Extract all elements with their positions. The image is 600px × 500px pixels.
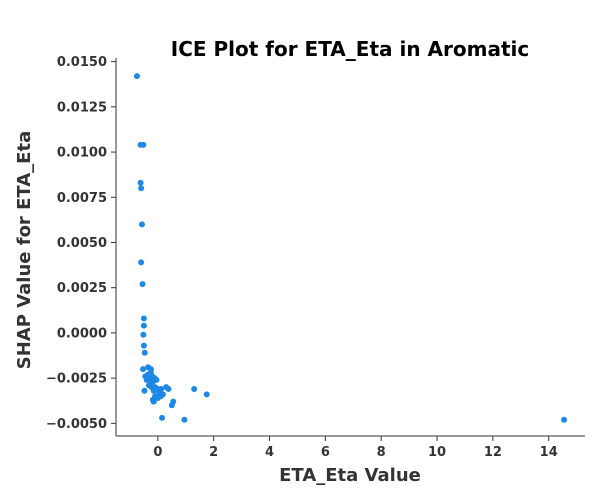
data-point	[141, 387, 148, 394]
data-point	[140, 322, 147, 329]
y-tick-label: −0.0025	[46, 372, 107, 387]
x-tick-label: 6	[321, 445, 330, 460]
y-axis-ticks: −0.0050 −0.0025 0.0000 0.0025 0.0050 0.0075 0.…	[46, 55, 116, 432]
data-point	[150, 398, 157, 405]
y-tick-label: 0.0150	[57, 55, 107, 70]
y-tick-label: 0.0050	[57, 236, 107, 251]
x-tick-label: 8	[377, 445, 386, 460]
data-point	[139, 281, 146, 288]
x-tick-label: 12	[484, 445, 502, 460]
y-axis-label: SHAP Value for ETA_Eta	[14, 131, 35, 369]
data-points	[133, 73, 568, 423]
data-point	[203, 391, 210, 398]
x-axis-ticks: 0 2 4 6 8 10 12 14	[153, 436, 558, 460]
data-point	[138, 185, 145, 192]
x-tick-label: 0	[153, 445, 162, 460]
x-tick-label: 4	[265, 445, 274, 460]
y-tick-label: 0.0000	[57, 326, 107, 341]
y-tick-label: 0.0025	[57, 281, 107, 296]
data-point	[140, 366, 147, 373]
x-tick-label: 10	[428, 445, 446, 460]
data-point	[150, 387, 157, 394]
data-point	[165, 385, 172, 392]
y-tick-label: 0.0100	[57, 146, 107, 161]
data-point	[159, 414, 166, 421]
x-axis-label: ETA_Eta Value	[279, 465, 421, 486]
data-point	[141, 349, 148, 356]
y-tick-label: 0.0075	[57, 191, 107, 206]
data-point	[561, 416, 568, 423]
data-point	[191, 385, 198, 392]
data-point	[137, 179, 144, 186]
data-point	[133, 73, 140, 80]
data-point	[153, 376, 160, 383]
chart-title: ICE Plot for ETA_Eta in Aromatic	[171, 37, 529, 61]
data-point	[181, 416, 188, 423]
data-point	[140, 315, 147, 322]
y-tick-label: −0.0050	[46, 417, 107, 432]
data-point	[138, 259, 145, 266]
x-tick-label: 14	[540, 445, 558, 460]
y-tick-label: 0.0125	[57, 100, 107, 115]
data-point	[140, 331, 147, 338]
x-tick-label: 2	[209, 445, 218, 460]
data-point	[157, 393, 164, 400]
data-point	[140, 342, 147, 349]
data-point	[168, 402, 175, 409]
data-point	[140, 141, 147, 148]
data-point	[138, 221, 145, 228]
